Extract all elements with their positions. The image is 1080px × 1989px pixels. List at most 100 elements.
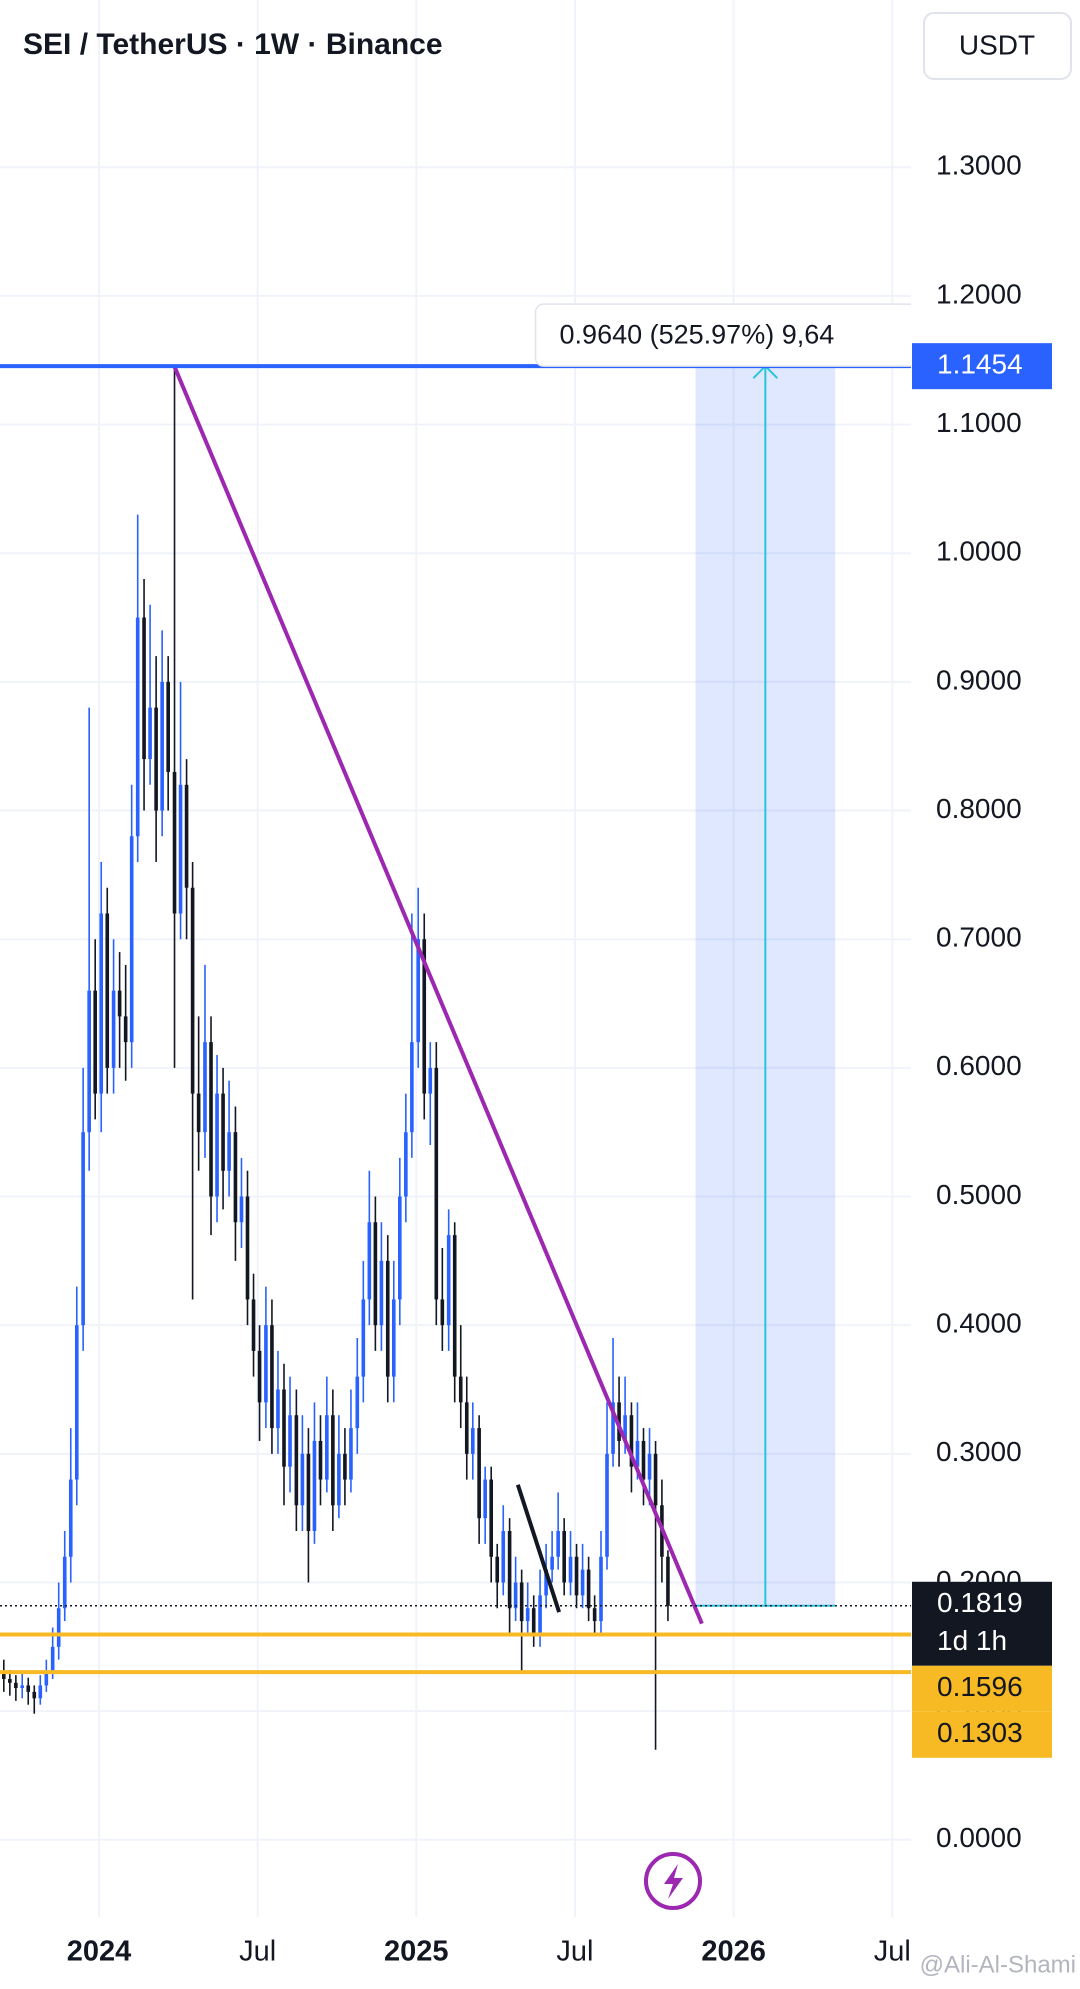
candle-body	[123, 1016, 128, 1043]
candle-body	[355, 1376, 360, 1429]
candle-body	[160, 681, 164, 811]
candle-body	[574, 1556, 579, 1596]
price-tag-label: 0.1303	[937, 1717, 1023, 1748]
lightning-icon[interactable]	[644, 1852, 702, 1910]
price-tag	[912, 1711, 1052, 1758]
candle-body	[428, 1067, 433, 1094]
measure-label-box	[534, 303, 911, 367]
axes: 0.00000.10000.20000.30000.40000.50000.60…	[67, 150, 1052, 1968]
candle-body	[507, 1531, 512, 1609]
candle-body	[361, 1299, 366, 1377]
candle-body	[458, 1376, 463, 1403]
candle-body	[264, 1325, 268, 1403]
candle-body	[172, 771, 177, 914]
candle-body	[391, 1299, 396, 1377]
candle-body	[154, 707, 158, 811]
x-tick-label: 2026	[701, 1936, 766, 1968]
measure-label: 0.9640 (525.97%) 9,64	[560, 319, 835, 349]
candle-body	[464, 1402, 469, 1454]
y-tick-label: 0.7000	[936, 922, 1022, 953]
price-tag	[912, 343, 1052, 390]
candle-body	[87, 990, 91, 1133]
candle-body	[68, 1479, 73, 1557]
candle-body	[580, 1569, 585, 1596]
candle-body	[519, 1582, 524, 1622]
candle-body	[196, 1093, 201, 1133]
candle-body	[605, 1453, 609, 1557]
price-tag-label: 0.1819	[937, 1587, 1023, 1618]
x-tick-label: Jul	[874, 1936, 911, 1968]
candle-body	[422, 939, 427, 1094]
candle-body	[501, 1531, 506, 1583]
candle-body	[331, 1415, 335, 1506]
candle-body	[367, 1222, 372, 1300]
countdown-label: 1d 1h	[937, 1625, 1007, 1656]
candle-body	[440, 1299, 445, 1326]
candle-body	[404, 1132, 408, 1197]
candle-body	[270, 1325, 274, 1429]
candle-body	[562, 1531, 566, 1583]
candle-body	[531, 1608, 536, 1634]
candle-body	[227, 1132, 231, 1171]
candle-body	[44, 1672, 49, 1686]
candle-body	[111, 990, 116, 1068]
trendline	[515, 1484, 562, 1613]
candle-body	[489, 1479, 494, 1557]
candle-body	[190, 887, 195, 1094]
candle-body	[209, 1042, 213, 1197]
candle-body	[525, 1608, 530, 1622]
candle-body	[343, 1453, 347, 1480]
y-tick-label: 0.0000	[936, 1822, 1022, 1853]
candle-body	[81, 1132, 85, 1326]
candle-body	[32, 1691, 37, 1699]
candle-body	[148, 707, 152, 760]
x-tick-label: 2025	[384, 1936, 449, 1968]
candle-body	[325, 1415, 329, 1480]
candle-body	[398, 1196, 402, 1300]
candle-body	[129, 836, 134, 1043]
y-tick-label: 0.5000	[936, 1179, 1022, 1210]
candle-body	[623, 1415, 627, 1441]
candle-body	[135, 617, 140, 837]
candle-body	[294, 1415, 299, 1506]
candle-body	[337, 1453, 341, 1506]
candle-body	[99, 913, 104, 1094]
candle-body	[544, 1569, 548, 1596]
watermark: @Ali-Al-Shami	[920, 1951, 1076, 1978]
candle-body	[306, 1453, 311, 1532]
candle-body	[93, 990, 98, 1094]
currency-button[interactable]	[923, 12, 1072, 80]
candle-body	[586, 1569, 591, 1609]
y-tick-label: 0.6000	[936, 1050, 1022, 1081]
candle-body	[312, 1440, 317, 1532]
candle-body	[410, 1042, 414, 1133]
candle-body	[373, 1222, 378, 1326]
candle-body	[446, 1235, 451, 1326]
candle-body	[599, 1556, 603, 1622]
candle-body	[611, 1402, 615, 1454]
y-tick-label: 0.9000	[936, 664, 1022, 695]
candle-body	[215, 1093, 219, 1197]
currency-label[interactable]: USDT	[959, 29, 1035, 60]
candle-body	[495, 1556, 500, 1583]
y-tick-label: 1.0000	[936, 536, 1022, 567]
x-tick-label: Jul	[556, 1936, 593, 1968]
candle-body	[647, 1453, 652, 1480]
candle-body	[470, 1428, 475, 1454]
candle-body	[20, 1685, 25, 1688]
candle-body	[14, 1682, 18, 1688]
candle-body	[282, 1389, 286, 1467]
candle-body	[276, 1389, 280, 1429]
price-tag-label: 0.1596	[937, 1671, 1023, 1702]
candle-body	[221, 1093, 225, 1171]
candle-body	[550, 1556, 554, 1570]
candle-body	[483, 1479, 487, 1519]
price-tag	[912, 1665, 1052, 1712]
candle-body	[416, 939, 421, 1043]
candle-body	[635, 1440, 640, 1467]
candle-body	[251, 1299, 256, 1351]
candle-body	[257, 1350, 262, 1403]
candle-body	[203, 1042, 207, 1133]
candle-body	[239, 1196, 244, 1223]
